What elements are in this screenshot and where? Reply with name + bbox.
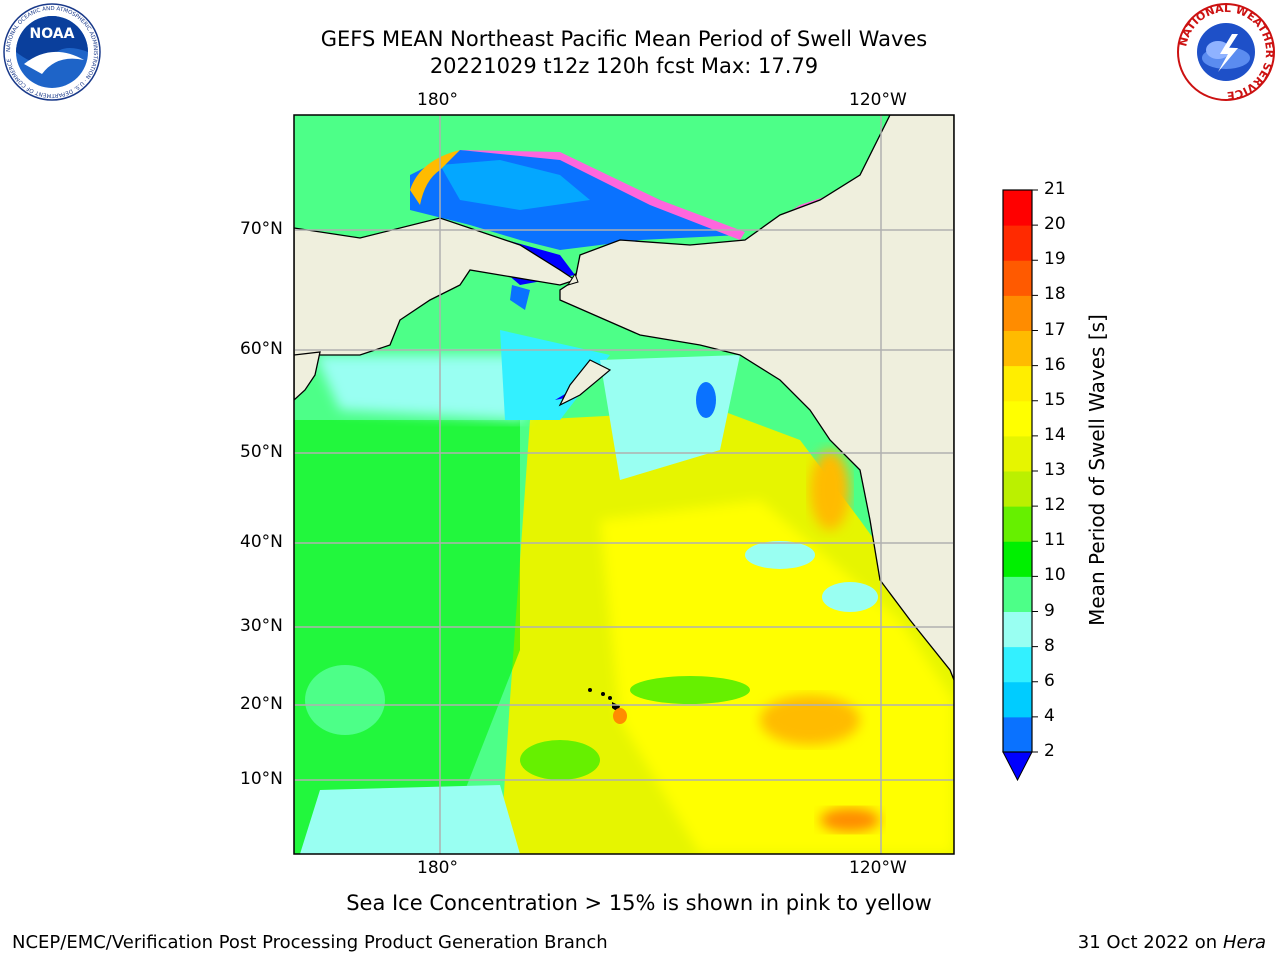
- colorbar-segment: [1003, 365, 1032, 402]
- colorbar-tick-label: 21: [1044, 179, 1066, 199]
- colorbar-tick-label: 10: [1044, 565, 1066, 586]
- lightning-icon: [1218, 34, 1238, 72]
- map-frame: [293, 114, 955, 855]
- colorbar-segment: [1003, 716, 1032, 753]
- colorbar-tick-label: 4: [1044, 705, 1055, 726]
- lat-label-70n: 70°N: [240, 219, 283, 239]
- map-area: [294, 115, 954, 854]
- colorbar-tick-label: 12: [1044, 495, 1066, 516]
- colorbar-tick-label: 2: [1044, 741, 1055, 761]
- colorbar-segment: [1003, 471, 1032, 507]
- colorbar-tick-label: 6: [1044, 670, 1055, 691]
- colorbar-segment: [1003, 576, 1032, 612]
- colorbar: [1003, 189, 1038, 753]
- colorbar-segment: [1003, 260, 1032, 296]
- lon-label-top-120w: 120°W: [849, 90, 907, 110]
- lat-label-50n: 50°N: [240, 442, 283, 462]
- colorbar-segment: [1003, 646, 1032, 683]
- lat-label-30n: 30°N: [240, 616, 283, 636]
- colorbar-segment: [1003, 506, 1032, 542]
- footer-credit: NCEP/EMC/Verification Post Processing Pr…: [12, 932, 608, 953]
- lat-label-40n: 40°N: [240, 532, 283, 552]
- lon-label-bottom-120w: 120°W: [849, 858, 907, 878]
- colorbar-segment: [1003, 681, 1032, 718]
- lon-label-top-180: 180°: [417, 90, 458, 110]
- noaa-logo: NATIONAL OCEANIC AND ATMOSPHERIC ADMINIS…: [3, 3, 101, 101]
- colorbar-frame: [1002, 189, 1033, 753]
- lat-label-60n: 60°N: [240, 339, 283, 359]
- colorbar-tick-label: 15: [1044, 389, 1066, 410]
- colorbar-segment: [1003, 611, 1032, 648]
- colorbar-tick-label: 14: [1044, 424, 1066, 445]
- chart-title: GEFS MEAN Northeast Pacific Mean Period …: [320, 27, 928, 51]
- lat-label-20n: 20°N: [240, 694, 283, 714]
- graticule: [294, 115, 954, 854]
- nws-logo: NATIONAL WEATHER SERVICE: [1176, 2, 1276, 102]
- colorbar-label: Mean Period of Swell Waves [s]: [1085, 314, 1109, 626]
- colorbar-tick-label: 11: [1044, 530, 1066, 551]
- colorbar-tick-label: 13: [1044, 460, 1066, 480]
- colorbar-tick-label: 20: [1044, 214, 1066, 235]
- colorbar-segment: [1003, 295, 1032, 331]
- noaa-text: NOAA: [30, 26, 75, 42]
- colorbar-extend-triangle: [1002, 751, 1033, 782]
- colorbar-tick-label: 19: [1044, 249, 1066, 270]
- lat-label-10n: 10°N: [240, 769, 283, 789]
- colorbar-segment: [1003, 435, 1032, 472]
- footer-machine: Hera: [1222, 932, 1266, 953]
- colorbar-segment: [1003, 541, 1032, 577]
- footer-date-text: 31 Oct 2022 on: [1077, 932, 1223, 953]
- colorbar-tick-label: 9: [1044, 600, 1055, 621]
- colorbar-segment: [1003, 400, 1032, 437]
- colorbar-segment: [1003, 225, 1032, 261]
- sea-ice-note: Sea Ice Concentration > 15% is shown in …: [346, 891, 932, 915]
- chart-subtitle: 20221029 t12z 120h fcst Max: 17.79: [429, 54, 819, 78]
- footer-date: 31 Oct 2022 on Hera: [1078, 932, 1266, 953]
- lon-label-bottom-180: 180°: [417, 858, 458, 878]
- colorbar-tick-label: 8: [1044, 635, 1055, 656]
- colorbar-tick-label: 18: [1044, 284, 1066, 305]
- colorbar-segment: [1003, 330, 1032, 367]
- colorbar-tick-label: 16: [1044, 354, 1066, 375]
- colorbar-segment: [1003, 190, 1032, 226]
- colorbar-tick-label: 17: [1044, 319, 1066, 340]
